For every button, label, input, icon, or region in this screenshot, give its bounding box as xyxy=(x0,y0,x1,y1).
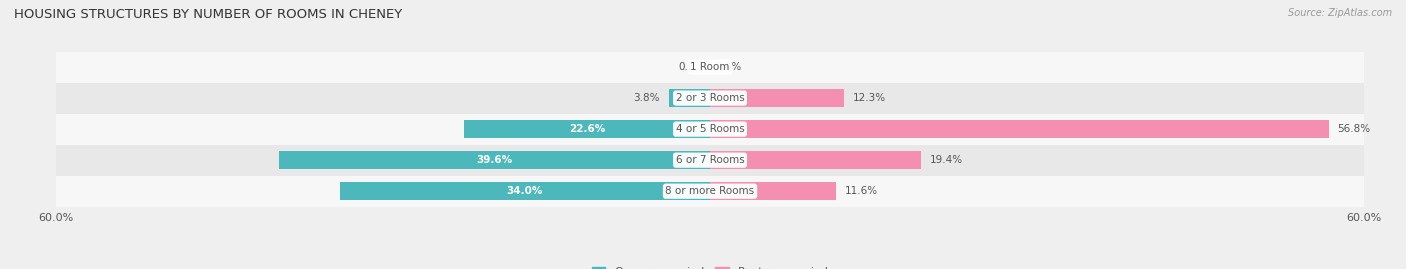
Bar xyxy=(340,182,710,200)
Text: 0.0%: 0.0% xyxy=(678,62,704,72)
Bar xyxy=(56,114,1364,145)
Bar xyxy=(710,182,837,200)
Bar xyxy=(56,176,1364,207)
Text: 6 or 7 Rooms: 6 or 7 Rooms xyxy=(676,155,744,165)
Bar xyxy=(464,120,710,138)
Text: 0.0%: 0.0% xyxy=(716,62,742,72)
Text: Source: ZipAtlas.com: Source: ZipAtlas.com xyxy=(1288,8,1392,18)
Text: 19.4%: 19.4% xyxy=(931,155,963,165)
Legend: Owner-occupied, Renter-occupied: Owner-occupied, Renter-occupied xyxy=(588,262,832,269)
Text: HOUSING STRUCTURES BY NUMBER OF ROOMS IN CHENEY: HOUSING STRUCTURES BY NUMBER OF ROOMS IN… xyxy=(14,8,402,21)
Bar xyxy=(710,151,921,169)
Text: 56.8%: 56.8% xyxy=(1337,124,1371,134)
Text: 4 or 5 Rooms: 4 or 5 Rooms xyxy=(676,124,744,134)
Bar xyxy=(56,145,1364,176)
Bar xyxy=(278,151,710,169)
Bar xyxy=(669,89,710,107)
Text: 34.0%: 34.0% xyxy=(506,186,543,196)
Text: 1 Room: 1 Room xyxy=(690,62,730,72)
Bar xyxy=(56,83,1364,114)
Text: 39.6%: 39.6% xyxy=(477,155,512,165)
Text: 8 or more Rooms: 8 or more Rooms xyxy=(665,186,755,196)
Text: 22.6%: 22.6% xyxy=(569,124,605,134)
Bar xyxy=(56,52,1364,83)
Text: 11.6%: 11.6% xyxy=(845,186,879,196)
Bar xyxy=(710,120,1329,138)
Bar xyxy=(710,89,844,107)
Text: 2 or 3 Rooms: 2 or 3 Rooms xyxy=(676,93,744,103)
Text: 12.3%: 12.3% xyxy=(853,93,886,103)
Text: 3.8%: 3.8% xyxy=(634,93,659,103)
